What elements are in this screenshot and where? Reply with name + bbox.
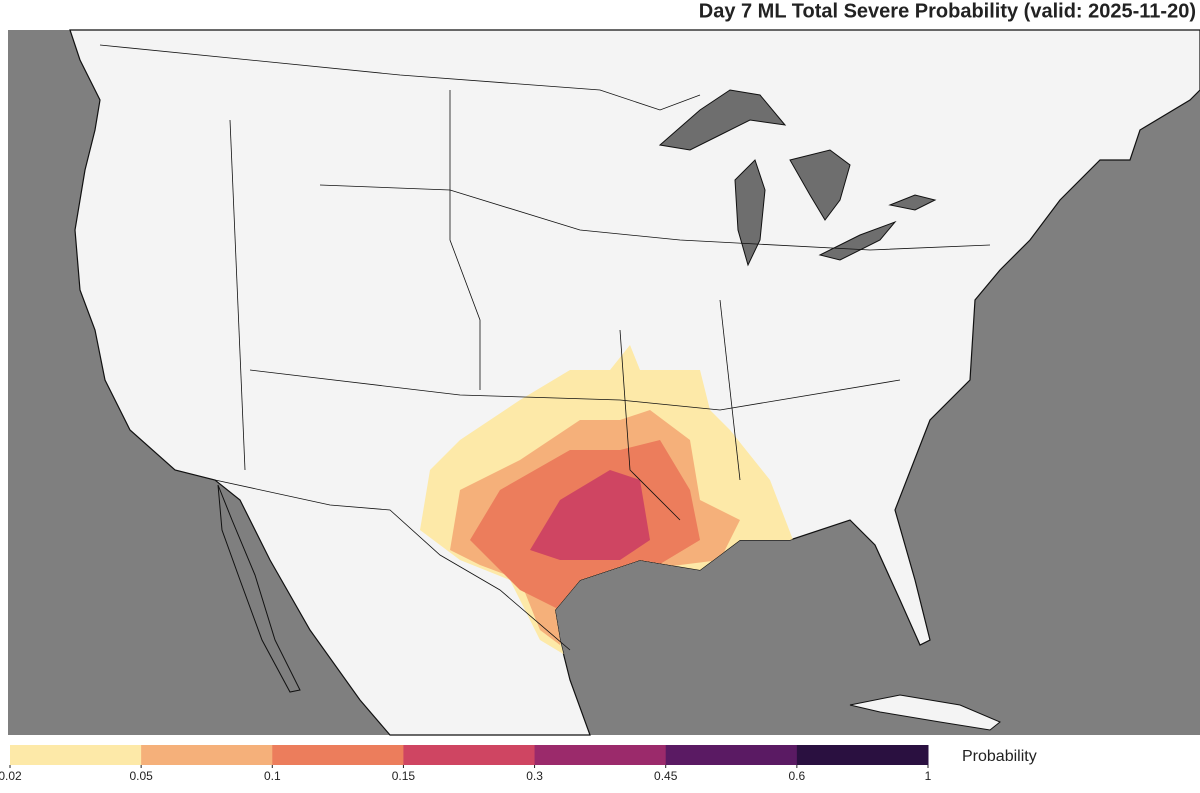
border-line [249,369,901,411]
colorbar-tick-label: 0.45 [654,769,678,783]
borders [99,44,991,651]
contour-area [530,470,650,560]
colorbar-tick-label: 0.05 [129,769,153,783]
lake-huron [789,149,851,221]
colorbar-tick-label: 0.3 [526,769,543,783]
colorbar-tick-label: 0.02 [0,769,22,783]
colorbar-segment [141,745,273,765]
lake-erie [818,220,897,261]
border-line [229,119,246,471]
lake-superior [658,89,787,151]
border-line [214,479,571,651]
great-lakes [658,89,937,267]
colorbar-segment [796,745,929,765]
map-title: Day 7 ML Total Severe Probability (valid… [699,0,1196,22]
lake-ontario [888,194,937,211]
colorbar-segment [665,745,798,765]
colorbar-tick-label: 1 [925,769,932,783]
border-line [449,90,481,390]
colorbar-tick-label: 0.15 [392,769,416,783]
gulf-of-california [217,484,301,693]
border-line [719,299,741,481]
cuba [849,694,1001,731]
colorbar-segment [272,745,404,765]
colorbar-tick-label: 0.1 [264,769,281,783]
colorbar-segment [10,745,142,765]
colorbar-segment [403,745,536,765]
border-line [619,329,681,521]
colorbar-label: Probability [962,748,1037,765]
border-line [319,184,991,251]
border-line [99,44,701,111]
colorbar-segment [534,745,667,765]
colorbar-tick-label: 0.6 [789,769,806,783]
lake-michigan [734,159,766,267]
